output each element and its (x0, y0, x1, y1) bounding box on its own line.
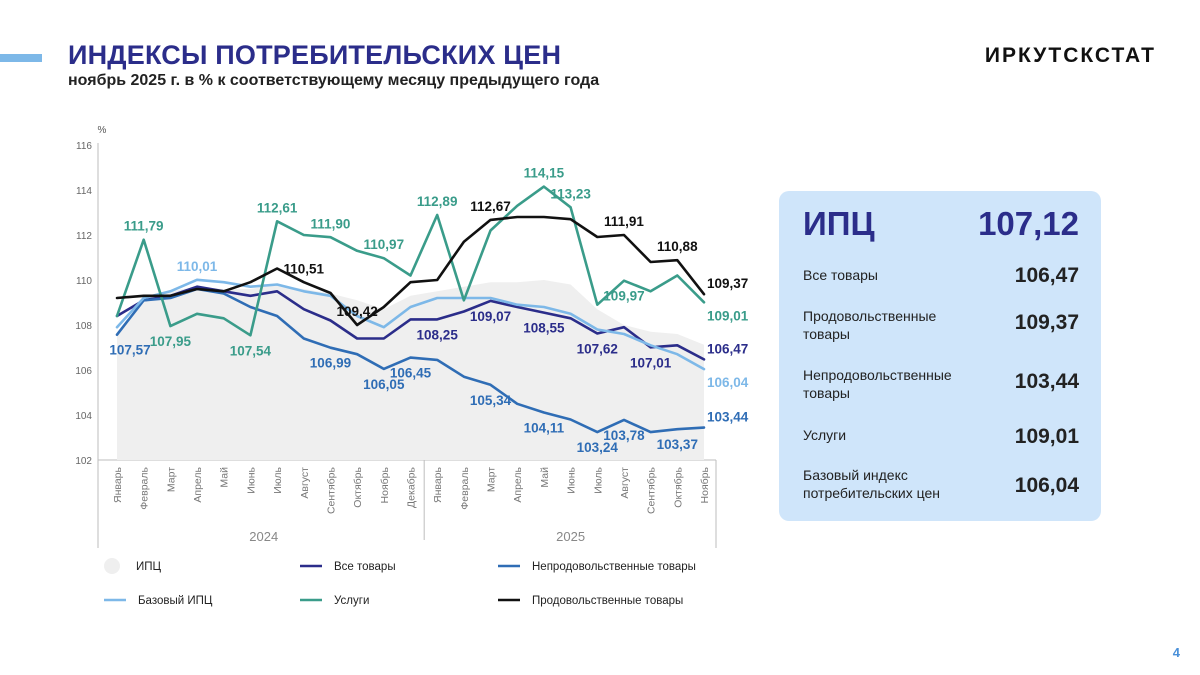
panel-main-value: 107,12 (978, 205, 1079, 242)
y-tick-label: 114 (76, 186, 92, 197)
x-tick-label: Октябрь (672, 466, 684, 507)
x-tick-label: Февраль (139, 466, 151, 509)
series-line-4 (115, 185, 706, 337)
brand-logo-text: ИРКУТСКСТАТ (984, 44, 1156, 67)
x-tick-label: Август (299, 467, 311, 499)
panel-row-value: 109,37 (1014, 311, 1079, 334)
data-label: 104,11 (524, 421, 565, 436)
data-label: 109,07 (470, 309, 511, 324)
y-tick-label: 104 (75, 411, 92, 422)
panel-row-value: 103,44 (1014, 370, 1079, 393)
legend-marker-area (104, 558, 120, 574)
data-label: 110,97 (364, 237, 405, 252)
legend-label: Услуги (334, 595, 369, 607)
data-label: 107,62 (577, 342, 618, 357)
y-unit-label: % (98, 125, 107, 136)
panel-row-value: 106,04 (1014, 474, 1079, 497)
data-label: 111,90 (311, 216, 351, 231)
data-label: 112,67 (470, 199, 511, 214)
series-line-3 (115, 278, 706, 371)
data-label: 110,01 (177, 259, 218, 274)
y-tick-label: 102 (75, 456, 92, 467)
x-tick-label: Ноябрь (379, 466, 391, 503)
y-tick-label: 108 (75, 321, 92, 332)
x-tick-label: Сентябрь (646, 466, 658, 514)
data-label: 111,91 (604, 214, 644, 229)
data-label: 109,37 (707, 276, 748, 291)
data-label: 113,23 (550, 186, 591, 201)
x-tick-label: Январь (112, 466, 124, 503)
data-label: 111,79 (124, 219, 164, 234)
x-tick-label: Июль (592, 466, 604, 493)
data-label: 112,89 (417, 194, 458, 209)
data-label: 106,99 (310, 356, 351, 371)
data-label: 110,51 (283, 261, 324, 276)
legend-label: ИПЦ (136, 561, 162, 573)
x-tick-label: Май (539, 467, 551, 488)
data-label: 103,37 (657, 437, 698, 452)
data-label: 106,05 (363, 377, 405, 392)
panel-main-label: ИПЦ (803, 205, 875, 242)
y-tick-label: 116 (76, 141, 92, 152)
data-label: 106,47 (707, 341, 748, 356)
page-title: ИНДЕКСЫ ПОТРЕБИТЕЛЬСКИХ ЦЕН (68, 40, 562, 70)
cpi-line-chart: % 102 104 106 108 110 112 114 116 111,79 110,01 112… (75, 125, 749, 607)
panel-row-label: Базовый индекс потребительских цен (803, 467, 940, 501)
x-tick-label: Ноябрь (699, 466, 711, 503)
x-tick-label: Август (619, 467, 631, 499)
page-subtitle: ноябрь 2025 г. в % к соответствующему ме… (68, 72, 600, 89)
data-label: 108,25 (417, 327, 459, 342)
data-label: 110,88 (657, 239, 698, 254)
data-label: 112,61 (257, 200, 298, 215)
data-label: 109,42 (336, 304, 377, 319)
x-tick-label: Март (486, 467, 498, 492)
x-tick-label: Сентябрь (325, 466, 337, 514)
data-label: 105,34 (470, 393, 512, 408)
data-label: 114,15 (524, 166, 565, 181)
data-label: 106,04 (707, 375, 749, 390)
panel-row-value: 106,47 (1014, 264, 1079, 287)
legend-label: Продовольственные товары (532, 595, 683, 607)
data-label: 103,44 (707, 410, 749, 425)
x-tick-label: Март (165, 467, 177, 492)
panel-row-value: 109,01 (1014, 425, 1079, 448)
panel-row-label: Все товары (803, 267, 878, 283)
x-tick-label: Май (219, 467, 231, 488)
panel-row-label: Непродовольственные товары (803, 367, 952, 401)
legend-label: Базовый ИПЦ (138, 595, 213, 607)
data-label: 109,01 (707, 308, 749, 323)
year-label: 2024 (249, 529, 278, 544)
x-tick-label: Декабрь (406, 466, 418, 507)
data-label: 103,24 (577, 440, 619, 455)
data-label: 108,55 (523, 321, 565, 336)
panel-row-label: Продовольственные товары (803, 308, 937, 342)
y-tick-label: 112 (76, 231, 92, 242)
x-tick-label: Апрель (512, 466, 524, 502)
x-tick-label: Октябрь (352, 466, 364, 507)
x-tick-label: Февраль (459, 466, 471, 509)
x-tick-label: Июнь (245, 466, 257, 493)
data-label: 107,95 (150, 334, 192, 349)
data-label: 107,57 (109, 343, 150, 358)
summary-panel: ИПЦ 107,12 Все товары 106,47 Продовольст… (779, 191, 1101, 521)
data-label: 109,97 (603, 289, 644, 304)
accent-bar (0, 54, 42, 62)
data-label: 107,01 (630, 355, 672, 370)
legend-label: Непродовольственные товары (532, 561, 696, 573)
y-tick-label: 106 (75, 366, 92, 377)
x-tick-label: Апрель (192, 466, 204, 502)
data-label: 103,78 (603, 428, 645, 443)
x-tick-label: Январь (432, 466, 444, 503)
legend-label: Все товары (334, 561, 396, 573)
data-label: 106,45 (390, 366, 432, 381)
x-tick-label: Июль (272, 466, 284, 493)
panel-row-label: Услуги (803, 427, 847, 443)
year-label: 2025 (556, 529, 585, 544)
series-line-2 (115, 287, 706, 434)
data-label: 107,54 (230, 343, 272, 358)
y-tick-label: 110 (76, 276, 92, 287)
series-line-5 (115, 215, 706, 327)
page-number: 4 (1172, 645, 1180, 660)
x-tick-label: Июнь (566, 466, 578, 493)
